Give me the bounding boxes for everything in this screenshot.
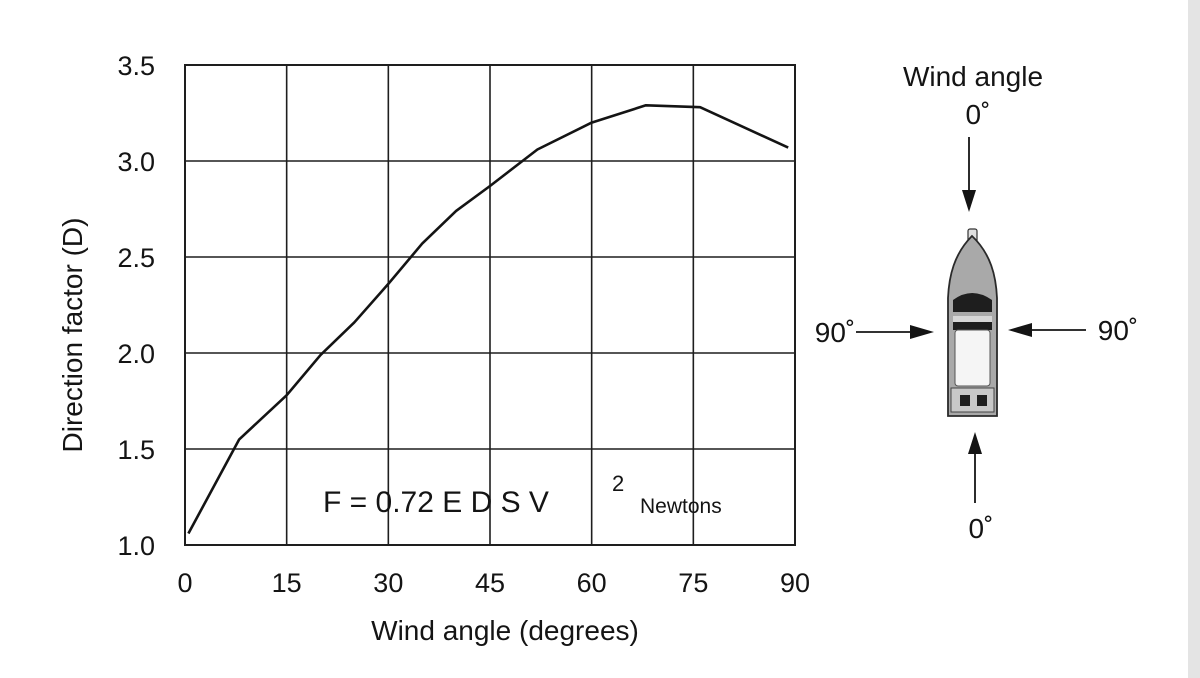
boat-seat-rear [953,322,992,330]
plot-frame [184,64,796,546]
y-tick-label: 2.5 [117,243,155,273]
y-tick-label: 1.0 [117,531,155,561]
engine-right [977,395,987,406]
stern-angle-label: 0˚ [969,513,994,544]
port-angle-label: 90˚ [815,317,855,348]
x-tick-label: 90 [780,568,810,598]
formula-unit: Newtons [640,495,722,518]
engine-left [960,395,970,406]
boat-transom [950,387,995,413]
boat-seat-front [953,316,992,323]
boat-icon [947,228,998,417]
port-arrow-icon [856,325,934,339]
page-edge [1188,0,1200,678]
bow-arrow-icon [962,137,976,212]
x-tick-labels: 0 15 30 45 60 75 90 [177,568,810,598]
x-tick-label: 15 [272,568,302,598]
formula-text: F = 0.72 E D S V [323,486,549,519]
y-tick-label: 1.5 [117,435,155,465]
x-tick-label: 75 [678,568,708,598]
diagram-title: Wind angle [903,61,1043,92]
stern-arrow-icon [968,432,982,503]
formula-exponent: 2 [612,471,624,496]
y-axis-title: Direction factor (D) [57,218,88,453]
x-tick-label: 60 [577,568,607,598]
boat-windshield [953,293,992,312]
y-tick-labels: 1.0 1.5 2.0 2.5 3.0 3.5 [117,51,155,561]
starboard-angle-label: 90˚ [1098,315,1138,346]
y-tick-label: 3.0 [117,147,155,177]
x-tick-label: 30 [373,568,403,598]
chart-grid [184,64,796,546]
boat-deck [954,329,991,387]
x-tick-label: 45 [475,568,505,598]
wind-angle-diagram: Wind angle 0˚ 0˚ 90˚ 90˚ [815,61,1138,544]
y-tick-label: 3.5 [117,51,155,81]
direction-factor-chart: 1.0 1.5 2.0 2.5 3.0 3.5 0 15 30 45 60 75 90 Directi… [57,51,810,646]
x-tick-label: 0 [177,568,192,598]
direction-factor-curve [187,104,789,535]
x-axis-title: Wind angle (degrees) [371,615,639,646]
bow-angle-label: 0˚ [966,99,991,130]
y-tick-label: 2.0 [117,339,155,369]
starboard-arrow-icon [1008,323,1086,337]
formula-annotation: F = 0.72 E D S V 2 Newtons [323,471,722,519]
